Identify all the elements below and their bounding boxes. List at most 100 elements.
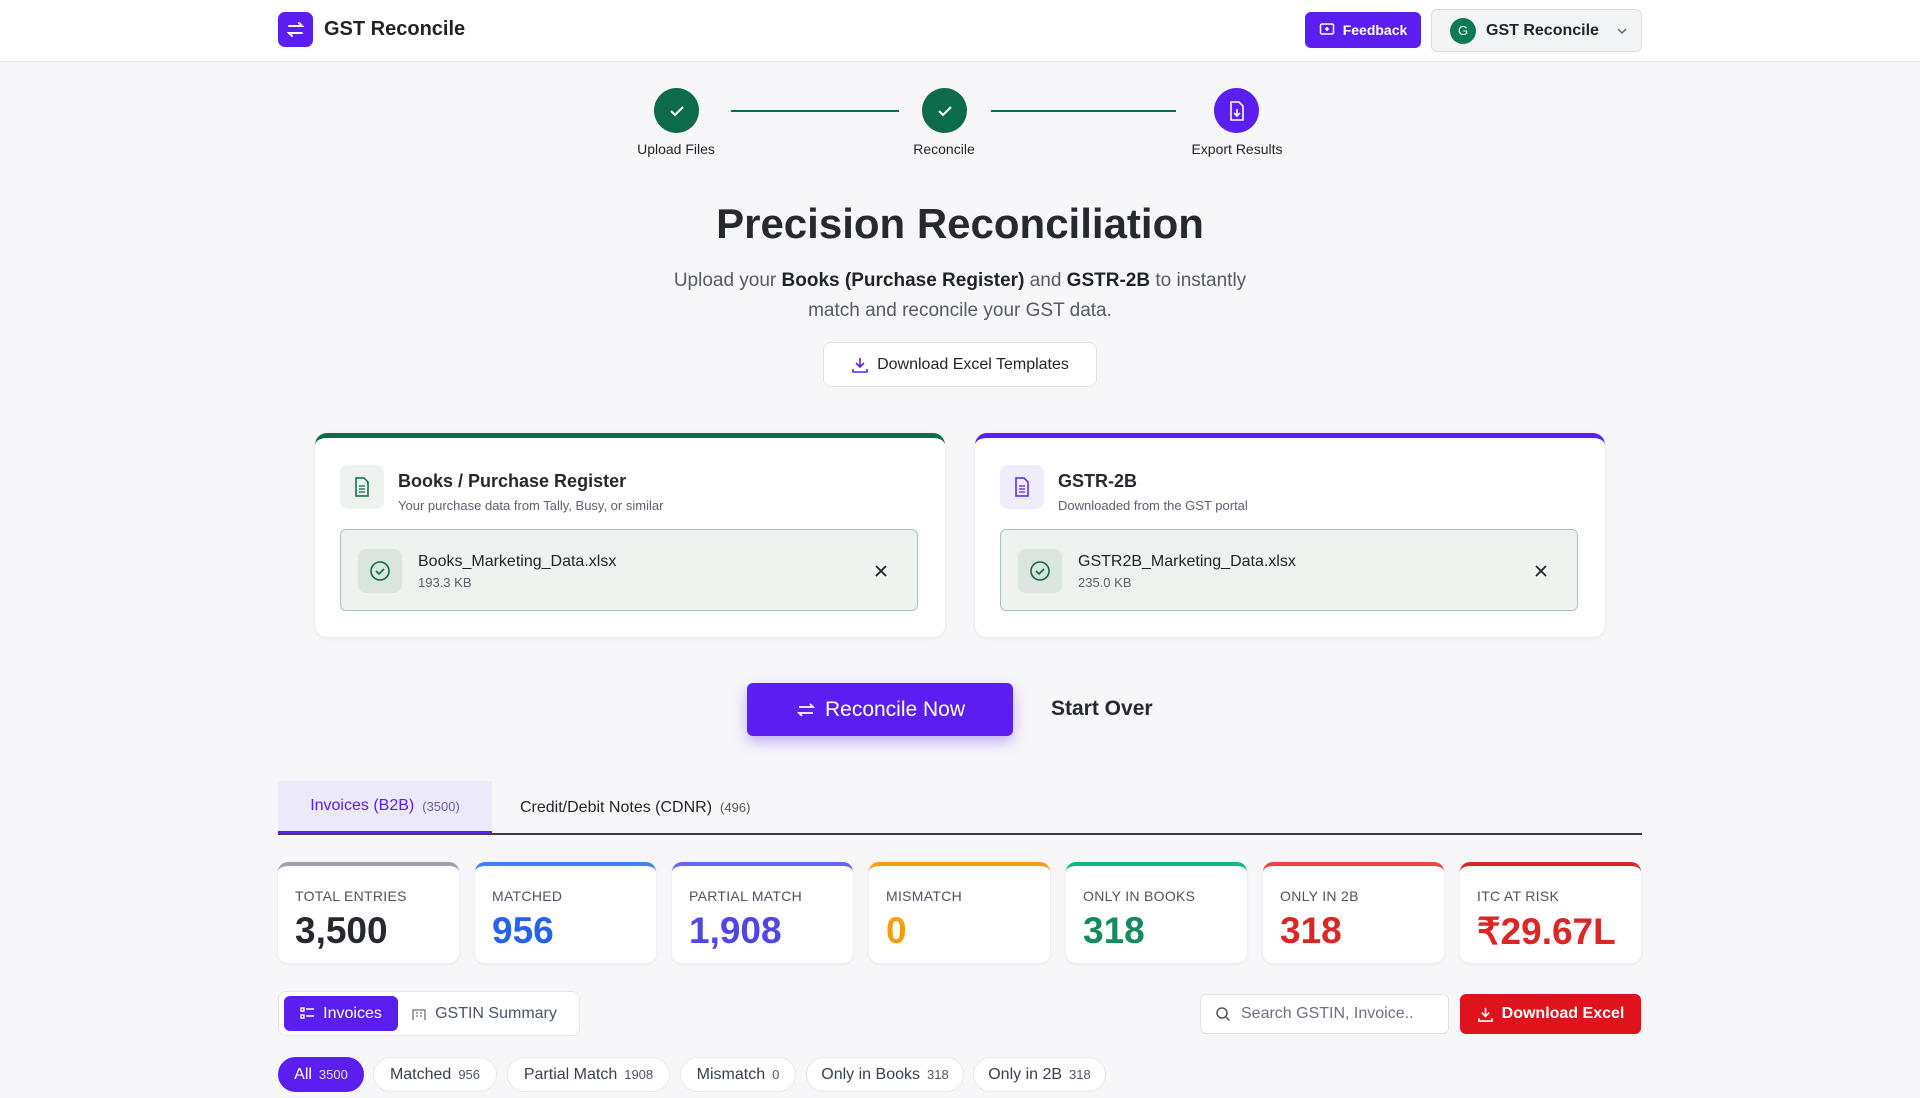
hero-subtitle: Upload your Books (Purchase Register) an…	[660, 266, 1260, 326]
templates-label: Download Excel Templates	[877, 355, 1069, 373]
doc-icon	[355, 477, 369, 497]
step-connector	[731, 110, 899, 112]
file-type-icon	[340, 465, 384, 509]
stat-label: ONLY IN 2B	[1280, 888, 1359, 904]
view-label: Invoices	[323, 1004, 382, 1022]
check-circle-icon	[1030, 561, 1050, 581]
filter-count: 956	[458, 1067, 481, 1082]
upload-title: GSTR-2B	[1058, 471, 1138, 491]
reconcile-button[interactable]: Reconcile Now	[747, 683, 1013, 736]
check-icon	[669, 105, 684, 116]
stat-card: ONLY IN 2B 318	[1263, 862, 1444, 963]
stat-card: TOTAL ENTRIES 3,500	[278, 862, 459, 963]
view-gstin[interactable]: GSTIN Summary	[404, 996, 564, 1031]
filter-label: Mismatch	[696, 1065, 766, 1083]
filter-count: 318	[927, 1067, 949, 1082]
subtitle-strong: GSTR-2B	[1066, 270, 1151, 291]
app-name: GST Reconcile	[324, 18, 466, 40]
upload-card: GSTR-2B Downloaded from the GST portal GST…	[975, 433, 1605, 637]
filter-label: Only in 2B	[988, 1065, 1063, 1083]
download-icon	[852, 357, 868, 373]
file-box: GSTR2B_Marketing_Data.xlsx 235.0 KB	[1000, 529, 1578, 611]
subtitle-strong: Books (Purchase Register)	[781, 270, 1025, 291]
upload-card: Books / Purchase Register Your purchase d…	[315, 433, 945, 637]
file-size: 235.0 KB	[1078, 575, 1132, 590]
download-excel-button[interactable]: Download Excel	[1460, 994, 1641, 1034]
hero-title: Precision Reconciliation	[716, 200, 1204, 247]
search-placeholder: Search GSTIN, Invoice..	[1241, 1005, 1414, 1022]
account-name: GST Reconcile	[1486, 21, 1599, 39]
tab-active[interactable]: Invoices (B2B) (3500)	[278, 781, 492, 834]
search-icon	[1216, 1007, 1231, 1022]
avatar: G	[1450, 17, 1476, 44]
stat-card: MATCHED 956	[475, 862, 656, 963]
subtitle-text: and	[1024, 270, 1067, 291]
tab[interactable]: Credit/Debit Notes (CDNR) (496)	[500, 781, 780, 834]
stat-card: MISMATCH 0	[869, 862, 1050, 963]
account-menu[interactable]: G GST Reconcile	[1431, 9, 1642, 52]
stat-label: PARTIAL MATCH	[689, 888, 803, 904]
download-excel-label: Download Excel	[1501, 1005, 1625, 1022]
filter-chip[interactable]: Only in Books 318	[806, 1057, 964, 1092]
filter-chip[interactable]: Mismatch 0	[680, 1057, 796, 1092]
templates-button[interactable]: Download Excel Templates	[823, 342, 1097, 387]
view-toggle: Invoices GSTIN Summary	[278, 991, 580, 1036]
stat-value: 1,908	[689, 910, 782, 951]
subtitle-text: to instantly match and reconcile your GS…	[808, 270, 1247, 321]
stat-card: ONLY IN BOOKS 318	[1066, 862, 1247, 963]
logo[interactable]	[278, 12, 313, 47]
logo-icon	[286, 22, 305, 37]
step-done	[654, 88, 699, 133]
subtitle-text: Upload your	[673, 270, 782, 291]
filter-chip[interactable]: Only in 2B 318	[973, 1057, 1106, 1092]
step-label: Upload Files	[637, 141, 715, 157]
tab-bar-line	[278, 833, 1642, 835]
close-icon	[875, 565, 887, 577]
filter-label: Only in Books	[821, 1065, 920, 1083]
file-type-icon	[1000, 465, 1044, 509]
filter-label: Partial Match	[523, 1065, 618, 1083]
filter-chip[interactable]: Matched 956	[373, 1057, 497, 1092]
upload-title: Books / Purchase Register	[398, 471, 627, 491]
filter-chip[interactable]: Partial Match 1908	[507, 1057, 670, 1092]
file-name: GSTR2B_Marketing_Data.xlsx	[1078, 553, 1296, 570]
filter-count: 1908	[624, 1067, 654, 1082]
tab-label: Credit/Debit Notes (CDNR)	[520, 798, 713, 816]
stat-label: ITC AT RISK	[1477, 888, 1560, 904]
step-current	[1214, 88, 1259, 133]
upload-subtitle: Your purchase data from Tally, Busy, or …	[398, 498, 664, 513]
feedback-icon	[1319, 23, 1334, 35]
reconcile-icon	[796, 702, 816, 717]
filter-label: Matched	[389, 1065, 452, 1083]
building-icon	[412, 1008, 426, 1020]
file-size: 193.3 KB	[418, 575, 472, 590]
filter-label: All	[294, 1065, 312, 1083]
list-icon	[300, 1007, 315, 1019]
feedback-button[interactable]: Feedback	[1305, 12, 1421, 48]
chevron	[1617, 27, 1627, 34]
start-over-button[interactable]: Start Over	[1051, 697, 1153, 720]
stat-card: ITC AT RISK ₹29.67L	[1460, 862, 1641, 963]
upload-subtitle: Downloaded from the GST portal	[1058, 498, 1248, 513]
filter-chip-active[interactable]: All 3500	[278, 1057, 364, 1092]
filter-count: 0	[772, 1067, 780, 1082]
stat-value: 0	[886, 910, 907, 951]
step-label: Reconcile	[913, 141, 975, 157]
export-icon	[1229, 100, 1244, 121]
check-icon	[937, 105, 952, 116]
file-box: Books_Marketing_Data.xlsx 193.3 KB	[340, 529, 918, 611]
search-box[interactable]: Search GSTIN, Invoice..	[1200, 994, 1449, 1034]
remove-file[interactable]	[873, 563, 889, 579]
file-status	[1018, 549, 1062, 593]
step-done	[922, 88, 967, 133]
stat-value: ₹29.67L	[1477, 911, 1616, 952]
feedback-label: Feedback	[1342, 22, 1408, 38]
tab-count: (496)	[720, 800, 751, 815]
stat-label: MATCHED	[492, 888, 563, 904]
stat-value: 318	[1083, 910, 1145, 951]
view-invoices[interactable]: Invoices	[284, 996, 398, 1031]
remove-file[interactable]	[1533, 563, 1549, 579]
filter-count: 3500	[318, 1067, 348, 1082]
stat-value: 3,500	[295, 910, 388, 951]
